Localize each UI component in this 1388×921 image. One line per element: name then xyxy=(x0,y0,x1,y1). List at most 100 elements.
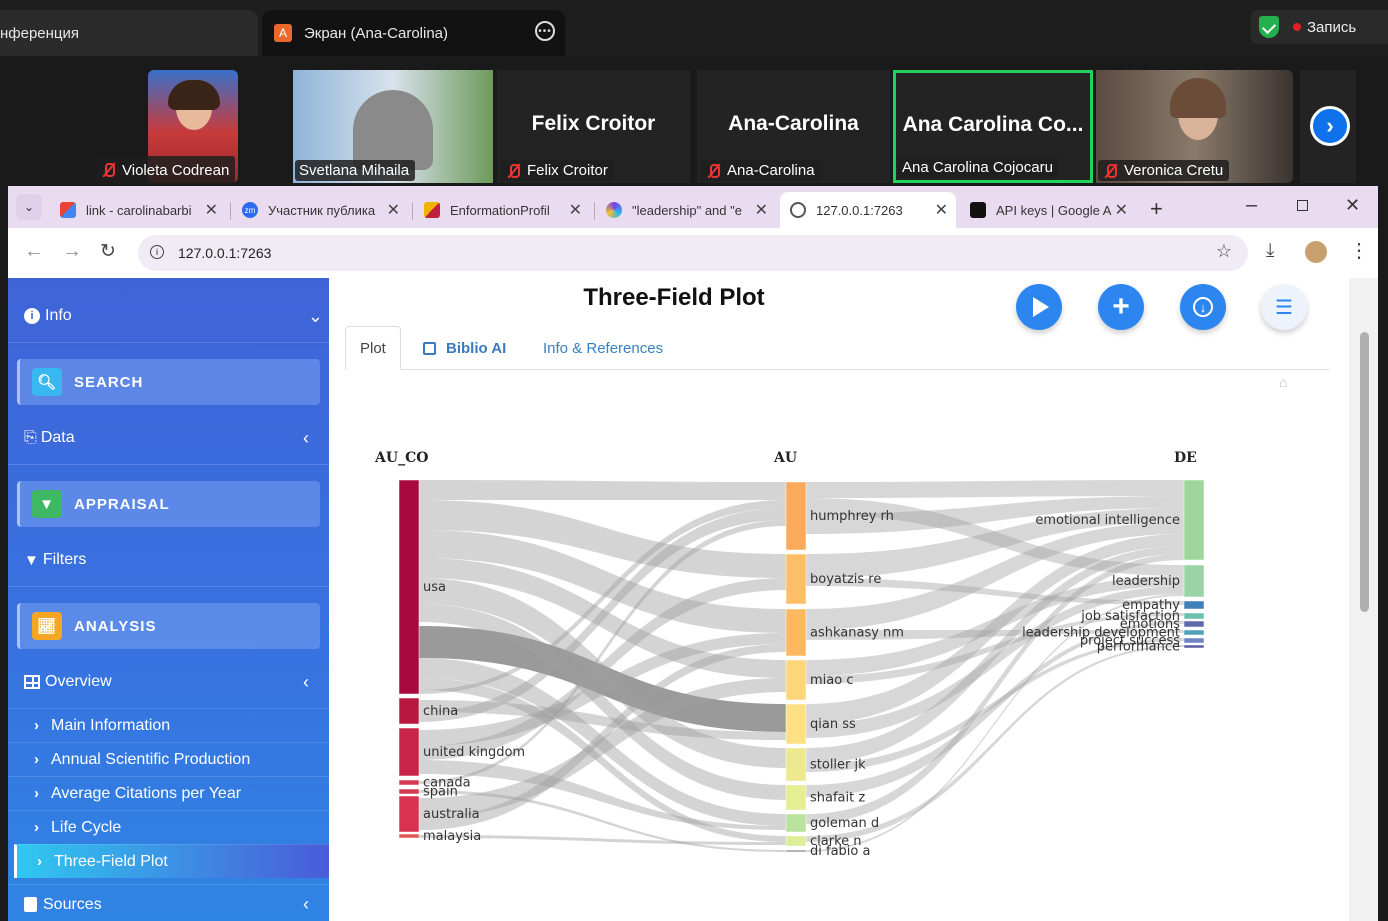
sankey-node xyxy=(398,479,420,695)
close-tab-icon[interactable]: ✕ xyxy=(934,202,948,219)
sankey-node-label: leadership development xyxy=(1022,626,1180,641)
add-to-report-button[interactable]: + xyxy=(1098,284,1144,330)
sidebar-item-main-information[interactable]: › Main Information xyxy=(8,708,329,742)
close-tab-icon[interactable]: ✕ xyxy=(1114,202,1128,219)
close-tab-icon[interactable]: ✕ xyxy=(568,202,582,219)
tab-search-button[interactable]: ⌄ xyxy=(16,194,42,220)
back-button[interactable]: ← xyxy=(24,240,44,262)
tab-info-references[interactable]: Info & References xyxy=(543,339,664,357)
sankey-node-label: united kingdom xyxy=(423,745,525,760)
sidebar-search-button[interactable]: 🔍︎ SEARCH xyxy=(17,359,320,405)
sankey-flow-link xyxy=(419,760,786,830)
sidebar-item-average-citations[interactable]: › Average Citations per Year xyxy=(8,776,329,810)
sankey-flow-link xyxy=(419,530,786,633)
muted-mic-icon xyxy=(1102,163,1118,179)
sidebar-item-data[interactable]: ⎘ Data ‹ xyxy=(24,427,309,448)
sidebar-item-info[interactable]: i Info ⌄ xyxy=(8,294,329,338)
participant-tile[interactable]: Ana-Carolina Ana-Carolina xyxy=(697,70,890,183)
sankey-node xyxy=(785,481,807,551)
bookmark-star-icon[interactable]: ☆ xyxy=(1215,241,1232,261)
sankey-node xyxy=(1183,620,1205,628)
close-tab-icon[interactable]: ✕ xyxy=(204,202,218,219)
sankey-node xyxy=(785,784,807,811)
sankey-flow-link xyxy=(419,500,786,694)
participant-tile[interactable]: Felix Croitor Felix Croitor xyxy=(497,70,690,183)
sankey-node-label: empathy xyxy=(1122,598,1180,613)
sidebar-item-overview[interactable]: Overview ‹ xyxy=(8,662,329,702)
new-tab-button[interactable]: + xyxy=(1150,196,1163,221)
download-icon[interactable]: ⤓ xyxy=(1266,240,1275,261)
download-plot-button[interactable]: ↓ xyxy=(1180,284,1226,330)
sankey-node xyxy=(1183,600,1205,610)
tab-biblio-ai[interactable]: Biblio AI xyxy=(423,326,506,370)
table-icon xyxy=(24,675,40,689)
profile-avatar[interactable] xyxy=(1305,241,1327,263)
browser-menu-icon[interactable]: ⋮ xyxy=(1349,240,1369,262)
address-bar-row: ← → ↻ i 127.0.0.1:7263 ☆ ⤓ ⋮ xyxy=(8,228,1378,278)
recording-indicator[interactable]: Запись xyxy=(1251,10,1388,44)
divider xyxy=(8,342,329,343)
sidebar: i Info ⌄ 🔍︎ SEARCH ⎘ Data ‹ ▼ APPRAISAL … xyxy=(8,278,329,921)
browser-window: ⌄ link - carolinabarbi ✕ zm Участник пуб… xyxy=(8,186,1378,921)
sidebar-item-filters[interactable]: ▼ Filters xyxy=(24,551,87,569)
sankey-flow-link xyxy=(419,700,786,740)
forward-button[interactable]: → xyxy=(62,240,82,262)
browser-tab[interactable]: "leadership" and "e ✕ xyxy=(596,192,776,228)
sidebar-item-three-field-plot[interactable]: › Three-Field Plot xyxy=(14,844,329,878)
sankey-flow-link xyxy=(806,522,1184,630)
browser-tab-active[interactable]: 127.0.0.1:7263 ✕ xyxy=(780,192,956,228)
sankey-flow-link xyxy=(806,638,1184,772)
next-participants-button[interactable]: › xyxy=(1310,106,1350,146)
browser-tab[interactable]: EnformationProfil ✕ xyxy=(414,192,590,228)
chart-line-icon: 📈︎ xyxy=(32,612,62,640)
hair-avatar xyxy=(1170,78,1226,118)
hair-avatar xyxy=(168,80,220,110)
close-tab-icon[interactable]: ✕ xyxy=(386,202,400,219)
zoom-tab-screen[interactable]: A Экран (Ana-Carolina) ••• xyxy=(262,10,565,56)
sankey-node-label: humphrey rh xyxy=(810,509,894,524)
sidebar-appraisal-button[interactable]: ▼ APPRAISAL xyxy=(17,481,320,527)
column-header: AU_CO xyxy=(374,450,428,466)
muted-mic-icon xyxy=(505,163,521,179)
browser-tab[interactable]: zm Участник публика ✕ xyxy=(232,192,408,228)
more-options-icon[interactable]: ••• xyxy=(535,21,555,41)
scrollbar-thumb[interactable] xyxy=(1360,332,1369,612)
run-button[interactable] xyxy=(1016,284,1062,330)
sankey-node-label: job satisfaction xyxy=(1080,609,1180,624)
sidebar-item-sources[interactable]: Sources ‹ xyxy=(8,884,329,921)
browser-tab-bar: ⌄ link - carolinabarbi ✕ zm Участник пуб… xyxy=(8,186,1378,228)
sankey-flow-link xyxy=(806,554,1184,824)
site-info-icon[interactable]: i xyxy=(150,245,164,259)
sidebar-item-life-cycle[interactable]: › Life Cycle xyxy=(8,810,329,844)
sankey-node-label: ashkanasy nm xyxy=(810,626,904,641)
participant-tile-active-speaker[interactable]: Ana Carolina Co... Ana Carolina Cojocaru xyxy=(893,70,1093,183)
zoom-tab-conference[interactable]: нференция xyxy=(0,10,258,56)
sankey-node-label: canada xyxy=(423,776,471,791)
browser-tab[interactable]: link - carolinabarbi ✕ xyxy=(50,192,226,228)
home-icon[interactable]: ⌂ xyxy=(1279,374,1288,390)
url-input[interactable]: i 127.0.0.1:7263 ☆ xyxy=(138,235,1248,271)
sankey-flow-link xyxy=(806,496,1184,534)
sankey-flow-link xyxy=(419,658,786,826)
minimize-button[interactable]: – xyxy=(1246,194,1258,216)
page-scrollbar[interactable] xyxy=(1349,278,1378,921)
browser-tab[interactable]: API keys | Google A ✕ xyxy=(960,192,1136,228)
participant-tile[interactable]: Veronica Cretu xyxy=(1096,70,1293,183)
sankey-node xyxy=(785,835,807,847)
sankey-node xyxy=(785,608,807,657)
reload-button[interactable]: ↻ xyxy=(100,241,116,262)
sankey-flow-link xyxy=(419,500,786,578)
biblioshiny-app: i Info ⌄ 🔍︎ SEARCH ⎘ Data ‹ ▼ APPRAISAL … xyxy=(8,278,1378,921)
participant-tile[interactable] xyxy=(148,70,238,183)
close-tab-icon[interactable]: ✕ xyxy=(754,202,768,219)
tab-plot[interactable]: Plot xyxy=(345,326,401,370)
close-window-button[interactable]: ✕ xyxy=(1345,195,1361,215)
sidebar-analysis-button[interactable]: 📈︎ ANALYSIS xyxy=(17,603,320,649)
security-shield-icon xyxy=(1259,16,1279,38)
sidebar-item-annual-production[interactable]: › Annual Scientific Production xyxy=(8,742,329,776)
restore-button[interactable] xyxy=(1297,200,1308,211)
participant-tile[interactable]: Svetlana Mihaila xyxy=(293,70,493,183)
options-button[interactable]: ☰ xyxy=(1261,284,1307,330)
participant-label: Veronica Cretu xyxy=(1098,160,1230,181)
site-icon xyxy=(970,202,986,218)
